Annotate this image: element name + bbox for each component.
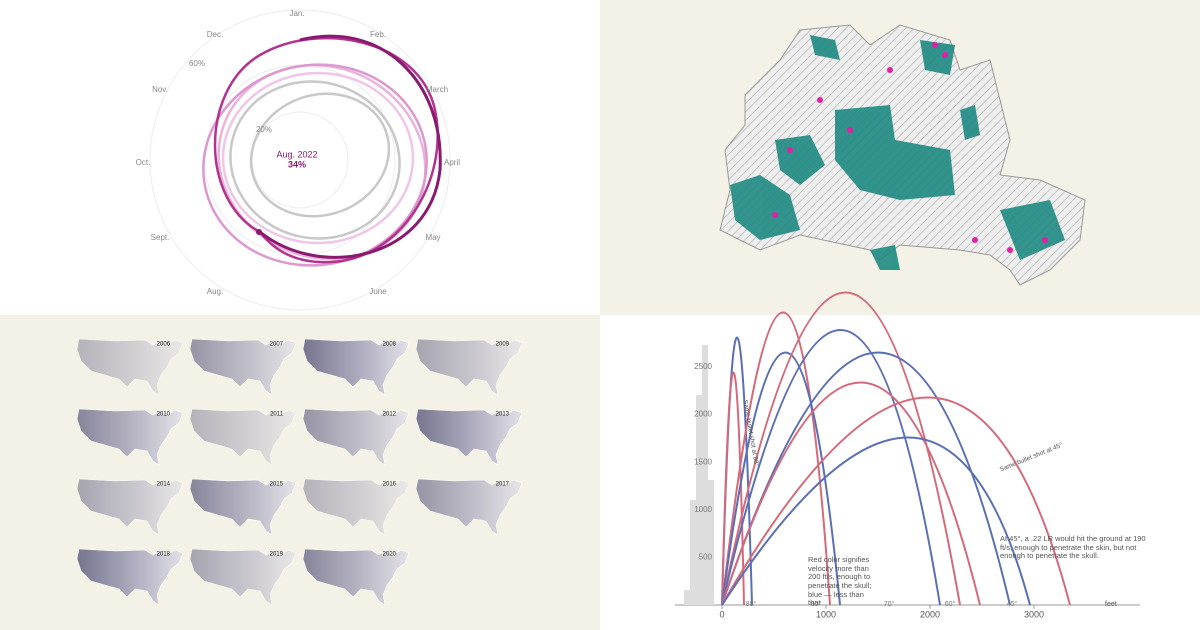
ring-label: 60% <box>189 59 205 68</box>
y-tick-label: 500 <box>699 553 713 562</box>
angle-label: 70° <box>884 600 895 608</box>
x-tick-label: 2000 <box>920 609 940 619</box>
x-tick-label: 1000 <box>816 609 836 619</box>
y-tick-label: 1000 <box>694 505 712 514</box>
histogram <box>684 345 714 605</box>
month-label: Aug. <box>207 287 223 296</box>
y-tick-label: 2000 <box>694 410 712 419</box>
year-label: 2011 <box>270 412 284 418</box>
angle-label: 45° <box>1007 600 1018 608</box>
map <box>719 24 1086 286</box>
year-label: 2010 <box>157 412 171 418</box>
year-label: 2017 <box>496 482 510 488</box>
month-label: Feb. <box>370 30 386 39</box>
radial-loops <box>202 34 442 267</box>
center-label: Aug. 2022 <box>276 149 317 159</box>
year-label: 2008 <box>383 342 397 348</box>
small-multiples: 2006 2007 2008 2009 2010 2011 2012 2013 2014 2015… <box>76 338 523 606</box>
year-label: 2012 <box>383 412 397 418</box>
angle-label: 88° <box>746 600 757 608</box>
year-label: 2006 <box>157 342 171 348</box>
month-label: Oct. <box>136 158 151 167</box>
y-tick-label: 2500 <box>694 362 712 371</box>
month-label: June <box>369 287 387 296</box>
month-label: April <box>444 158 460 167</box>
angle-label: 60° <box>945 600 956 608</box>
unit-label: feet <box>1105 601 1117 608</box>
month-label: May <box>425 233 440 242</box>
year-label: 2013 <box>496 412 510 418</box>
year-label: 2015 <box>270 482 284 488</box>
year-label: 2007 <box>270 342 284 348</box>
panel-bg <box>0 0 600 315</box>
month-label: Jan. <box>289 9 304 18</box>
x-tick-label: 3000 <box>1024 609 1044 619</box>
angle-label: 80° <box>811 600 822 608</box>
x-tick-label: 0 <box>719 609 724 619</box>
trajectories-curves <box>721 291 1071 606</box>
y-tick-label: 1500 <box>694 457 712 466</box>
month-label: Dec. <box>207 30 223 39</box>
year-label: 2018 <box>157 552 171 558</box>
year-label: 2016 <box>383 482 397 488</box>
month-label: Sept. <box>151 233 170 242</box>
center-value: 34% <box>288 159 306 169</box>
annotation: Red color signifies velocity more than 2… <box>808 555 872 608</box>
ring-label: 20% <box>256 125 272 134</box>
month-label: Nov. <box>152 85 168 94</box>
year-label: 2014 <box>157 482 171 488</box>
year-label: 2009 <box>496 342 510 348</box>
annotation: At 45°, a .22 LR would hit the ground at… <box>1000 534 1146 561</box>
year-label: 2020 <box>383 552 397 558</box>
month-label: March <box>426 85 448 94</box>
year-label: 2019 <box>270 552 284 558</box>
